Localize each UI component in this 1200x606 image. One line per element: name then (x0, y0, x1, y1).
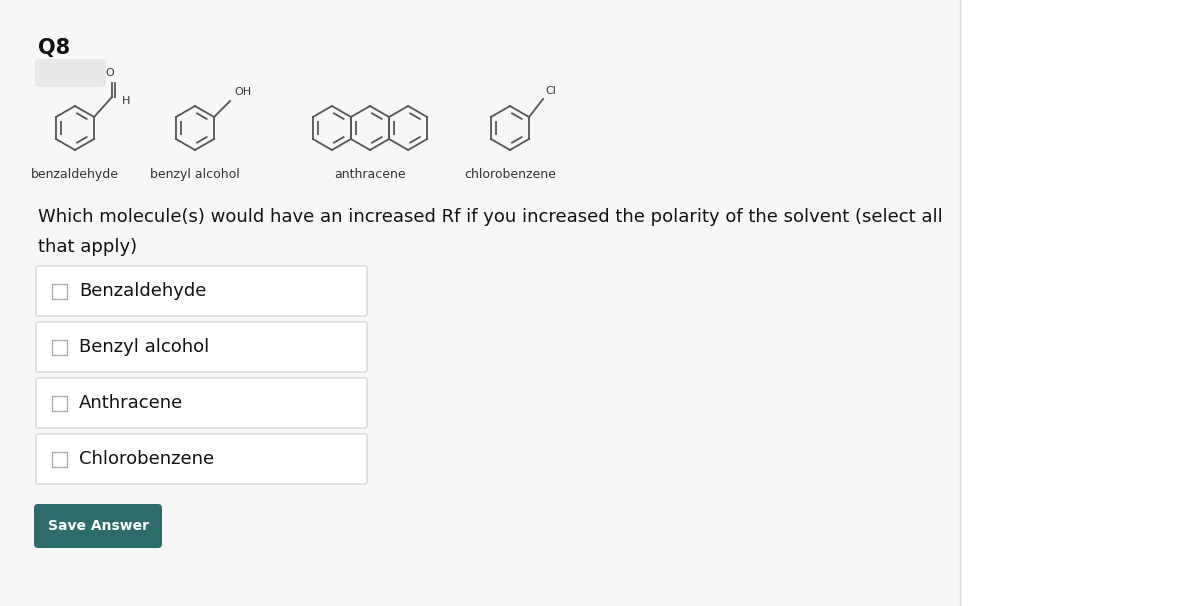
FancyBboxPatch shape (36, 434, 367, 484)
Text: Which molecule(s) would have an increased Rf if you increased the polarity of th: Which molecule(s) would have an increase… (38, 208, 943, 226)
Bar (960, 0, 1200, 606)
Text: benzyl alcohol: benzyl alcohol (150, 168, 240, 181)
Text: Q8: Q8 (38, 38, 70, 58)
Text: Cl: Cl (545, 86, 556, 96)
Bar (52, 284, 67, 299)
FancyBboxPatch shape (36, 266, 367, 316)
Bar (52, 339, 67, 355)
Text: Chlorobenzene: Chlorobenzene (79, 450, 214, 468)
Text: Anthracene: Anthracene (79, 394, 184, 412)
Text: anthracene: anthracene (334, 168, 406, 181)
Text: that apply): that apply) (38, 238, 137, 256)
Text: Benzyl alcohol: Benzyl alcohol (79, 338, 209, 356)
FancyBboxPatch shape (34, 504, 162, 548)
Bar (52, 396, 67, 410)
FancyBboxPatch shape (36, 378, 367, 428)
FancyBboxPatch shape (36, 322, 367, 372)
Text: OH: OH (234, 87, 251, 97)
Text: Save Answer: Save Answer (48, 519, 149, 533)
FancyBboxPatch shape (35, 59, 106, 87)
Text: benzaldehyde: benzaldehyde (31, 168, 119, 181)
Text: chlorobenzene: chlorobenzene (464, 168, 556, 181)
Bar (52, 451, 67, 467)
Text: H: H (122, 96, 131, 106)
Text: Benzaldehyde: Benzaldehyde (79, 282, 206, 300)
Text: O: O (106, 68, 114, 78)
